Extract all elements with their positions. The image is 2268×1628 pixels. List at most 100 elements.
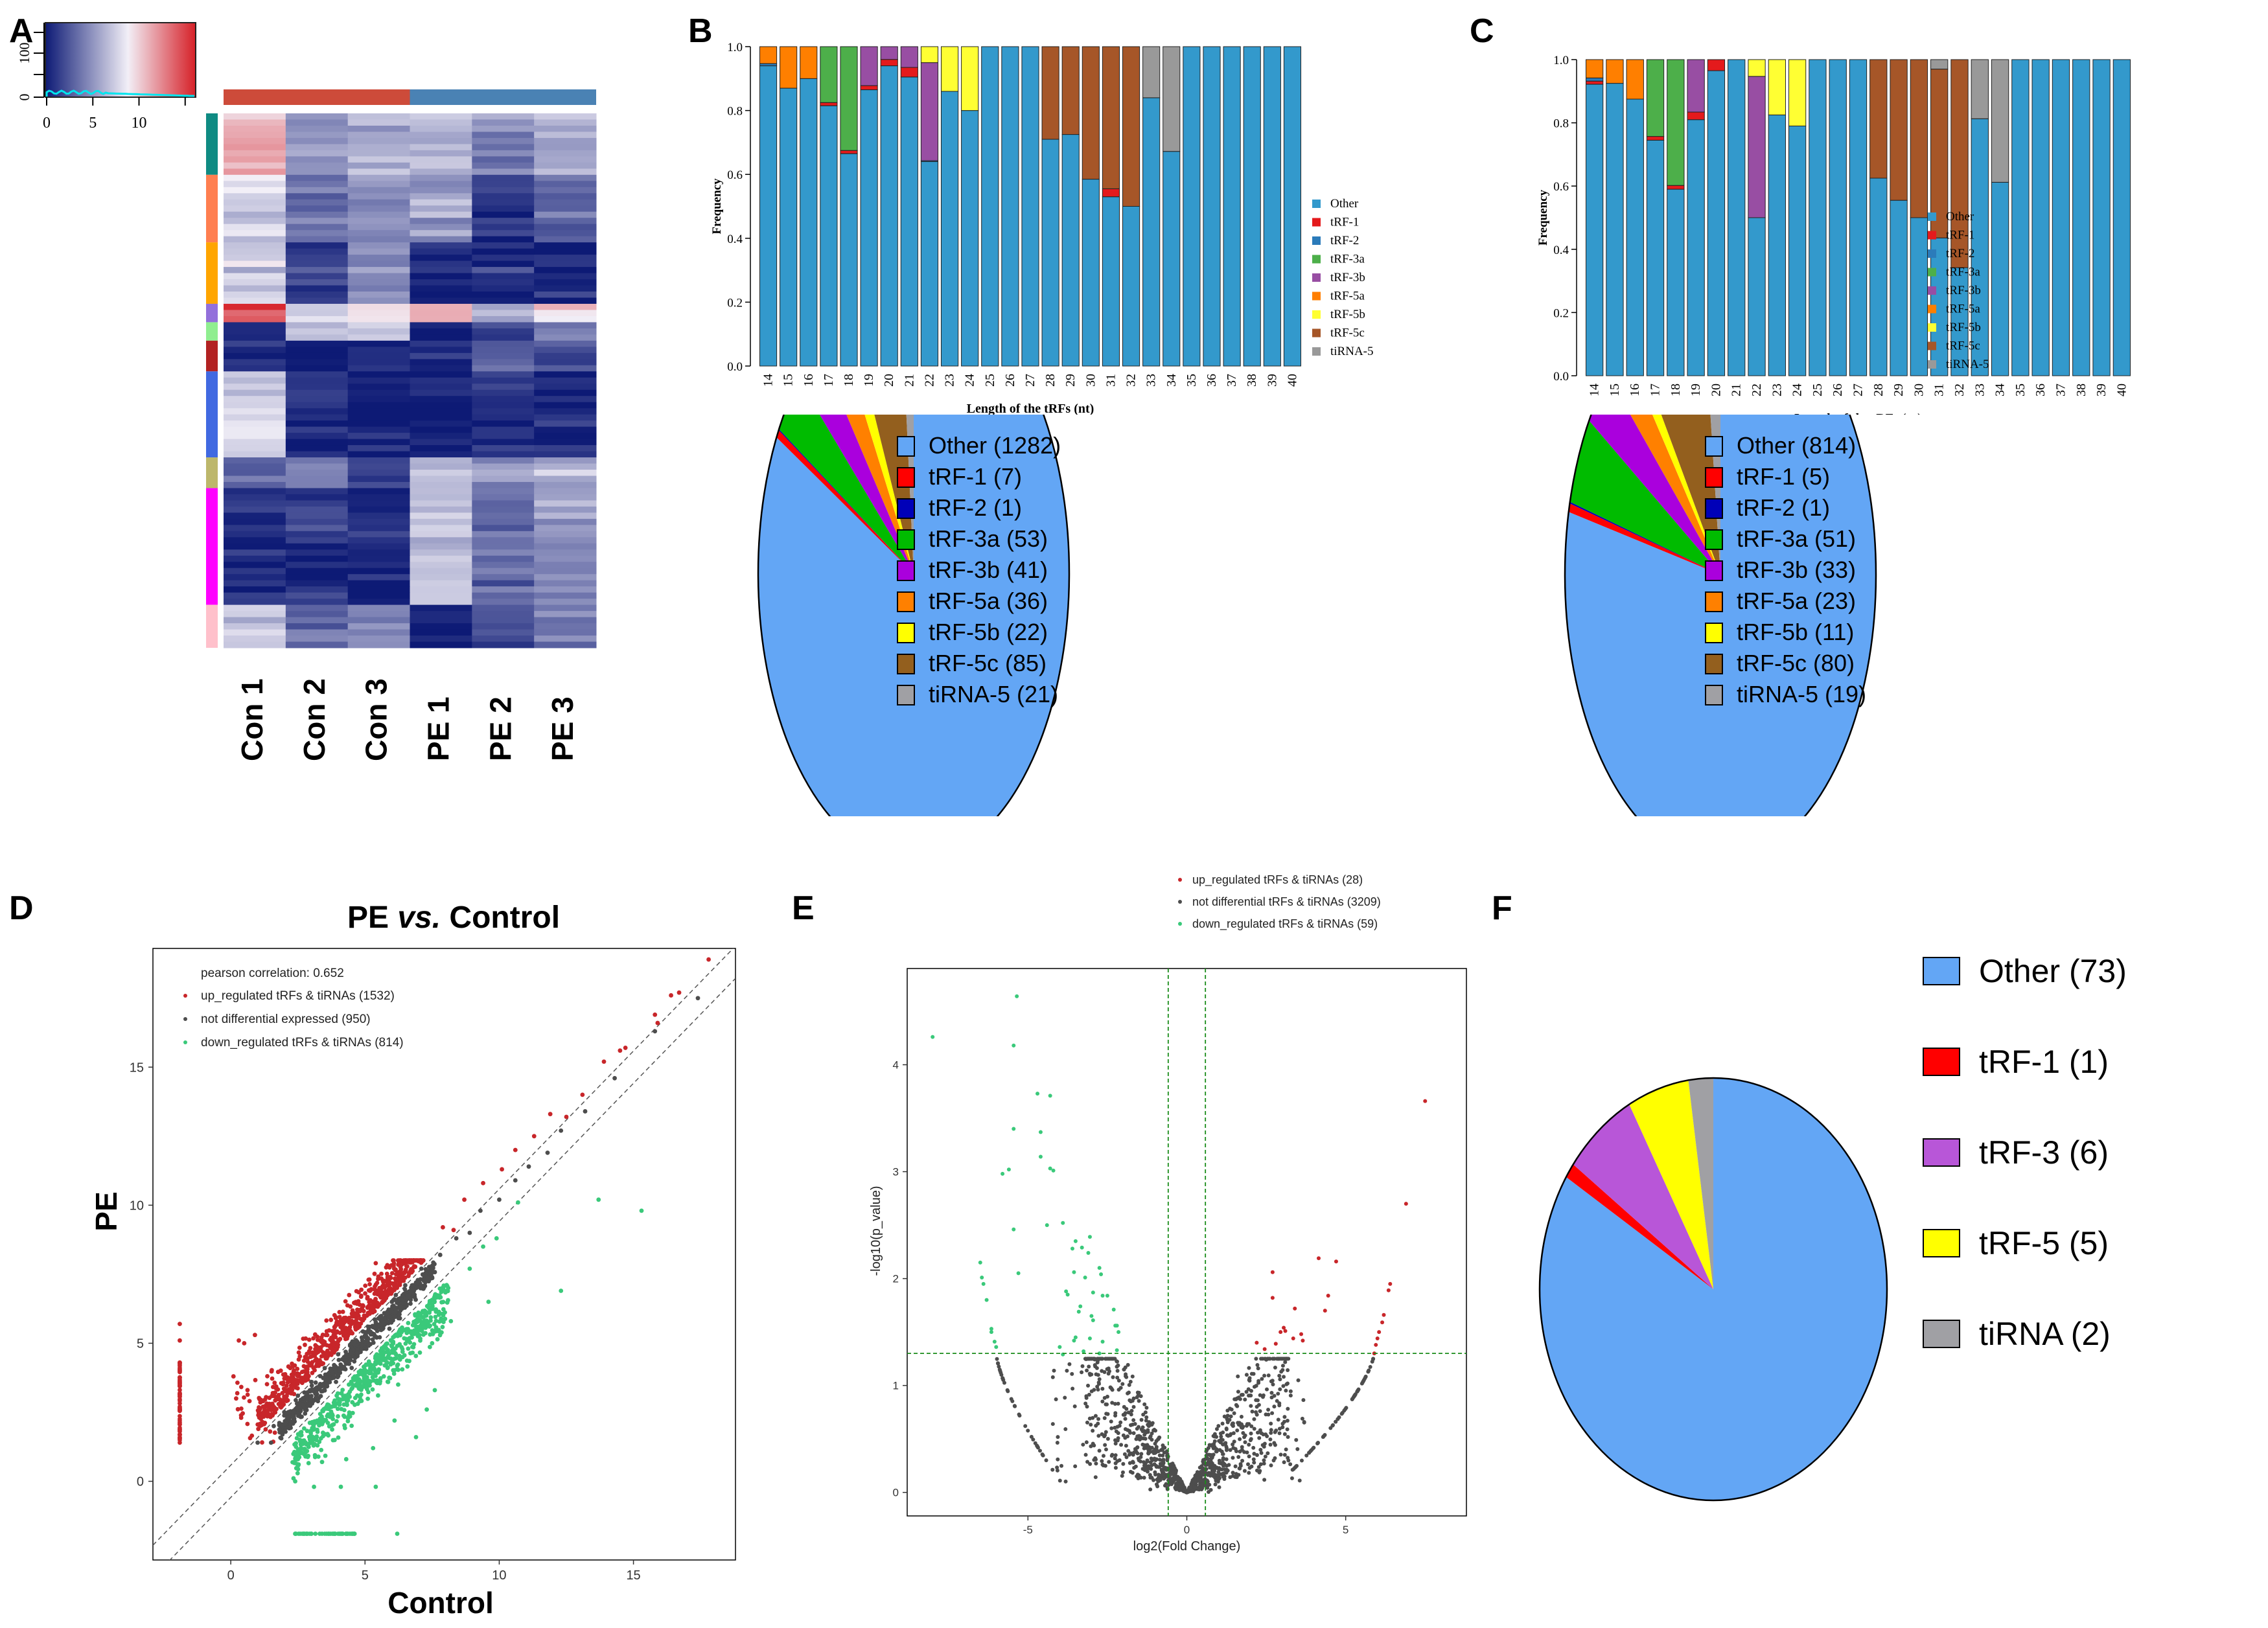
point-down-regulated xyxy=(1036,1092,1040,1096)
bar-segment-other xyxy=(1849,59,1868,376)
heatmap-cell xyxy=(347,292,410,298)
point-down-regulated xyxy=(343,1457,349,1462)
point-not-differential xyxy=(1250,1409,1255,1414)
legend-label: tRF-5c xyxy=(1330,327,1365,340)
point-up-regulated xyxy=(369,1300,375,1304)
point-up-regulated xyxy=(300,1379,305,1384)
point-not-differential xyxy=(1139,1452,1144,1456)
heatmap-cell xyxy=(534,377,597,384)
point-not-differential xyxy=(1109,1454,1114,1458)
point-down-regulated xyxy=(395,1531,400,1536)
heatmap-cell xyxy=(224,230,286,237)
heatmap-cell xyxy=(472,248,535,255)
point-up-regulated xyxy=(353,1313,358,1318)
point-not-differential xyxy=(1278,1387,1282,1392)
heatmap-cell xyxy=(534,481,597,488)
heatmap-cell xyxy=(410,494,472,501)
point-not-differential xyxy=(1210,1469,1214,1474)
point-not-differential xyxy=(1121,1462,1126,1466)
point-not-differential xyxy=(1100,1369,1104,1373)
heatmap-cell xyxy=(472,168,535,176)
heatmap-cell xyxy=(472,137,535,144)
point-down-regulated xyxy=(322,1531,327,1536)
y-tick-label: 1.0 xyxy=(1553,54,1569,67)
point-not-differential xyxy=(1294,1438,1299,1442)
heatmap-cell xyxy=(224,315,286,323)
heatmap-cell xyxy=(285,494,349,501)
point-up-regulated xyxy=(268,1408,273,1412)
point-not-differential xyxy=(1247,1465,1252,1470)
panel-label-c: C xyxy=(1470,12,1494,50)
point-up-regulated xyxy=(319,1354,324,1359)
heatmap-cell xyxy=(224,347,286,354)
heatmap-cell xyxy=(347,211,410,218)
heatmap-cell xyxy=(472,470,535,476)
legend-swatch xyxy=(897,685,915,705)
point-up-regulated xyxy=(312,1358,318,1363)
point-not-differential xyxy=(1124,1455,1129,1460)
point-down-regulated xyxy=(391,1371,397,1376)
point-down-regulated xyxy=(386,1379,391,1384)
point-not-differential xyxy=(1279,1452,1283,1457)
point-not-differential xyxy=(1259,1450,1264,1455)
point-not-differential xyxy=(1233,1474,1238,1479)
point-not-differential xyxy=(1105,1367,1109,1371)
point-down-regulated xyxy=(400,1355,405,1360)
point-not-differential xyxy=(1268,1437,1273,1441)
point-not-differential xyxy=(343,1367,348,1371)
heatmap-cell xyxy=(472,420,535,428)
heatmap-cell xyxy=(472,315,535,323)
point-not-differential xyxy=(1255,1452,1259,1457)
heatmap-cell xyxy=(285,636,349,643)
heatmap-cell xyxy=(224,224,286,231)
heatmap-cell xyxy=(472,384,535,391)
point-up-regulated xyxy=(417,1259,422,1264)
point-down-regulated xyxy=(400,1349,405,1355)
point-not-differential xyxy=(1148,1436,1152,1440)
point-not-differential xyxy=(1148,1487,1153,1492)
point-not-differential xyxy=(1213,1482,1218,1487)
legend-label: tRF-1 xyxy=(1330,216,1359,229)
point-up-regulated xyxy=(1301,1338,1305,1343)
point-not-differential xyxy=(353,1355,358,1360)
heatmap-cell xyxy=(224,494,286,501)
heatmap-cell xyxy=(472,377,535,384)
point-not-differential xyxy=(376,1316,381,1321)
point-not-differential xyxy=(1272,1393,1277,1398)
heatmap-cell xyxy=(285,463,349,470)
point-down-regulated xyxy=(427,1324,432,1329)
point-not-differential xyxy=(1131,1431,1136,1436)
point-not-differential xyxy=(309,1383,314,1388)
heatmap-cell xyxy=(472,144,535,151)
point-up-regulated xyxy=(406,1274,411,1278)
bar-segment-tirna-5 xyxy=(1930,59,1949,70)
point-not-differential xyxy=(374,1335,378,1340)
point-not-differential xyxy=(1146,1423,1150,1427)
point-not-differential xyxy=(1352,1394,1356,1399)
heatmap-cell xyxy=(347,303,410,310)
point-not-differential xyxy=(1139,1475,1143,1480)
heatmap-cell xyxy=(285,568,349,575)
point-down-regulated xyxy=(341,1408,347,1413)
heatmap-cell xyxy=(410,402,472,409)
point-down-regulated xyxy=(361,1373,366,1378)
heatmap-cell xyxy=(534,347,597,354)
bar-segment-other xyxy=(820,105,838,367)
point-not-differential xyxy=(1236,1454,1241,1459)
point-down-regulated xyxy=(398,1327,403,1333)
point-not-differential xyxy=(1284,1382,1289,1386)
point-not-differential xyxy=(1073,1464,1078,1469)
point-up-regulated xyxy=(284,1383,289,1388)
point-not-differential xyxy=(1232,1397,1237,1401)
panel-label-e: E xyxy=(792,889,815,927)
heatmap-cell xyxy=(224,470,286,476)
heatmap-cell xyxy=(534,451,597,458)
point-not-differential xyxy=(1129,1408,1134,1413)
point-not-differential xyxy=(1151,1478,1156,1482)
legend-swatch xyxy=(1312,218,1321,227)
heatmap-cell xyxy=(534,340,597,347)
point-not-differential xyxy=(467,1230,472,1235)
pie-slice xyxy=(1652,415,1720,575)
point-not-differential xyxy=(1101,1463,1105,1468)
